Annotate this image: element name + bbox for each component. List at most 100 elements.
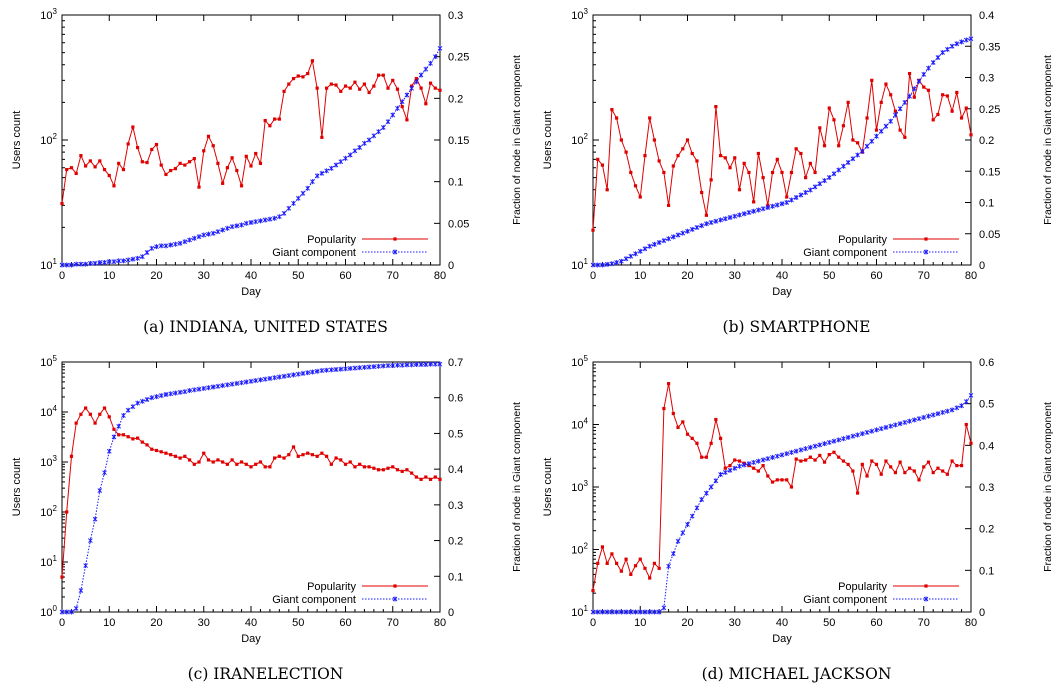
popularity-point [202,451,206,455]
giant-component-point [694,505,700,511]
popularity-point [780,170,784,175]
giant-component-point [921,414,927,420]
popularity-point [695,159,699,163]
y-tick-label: 103 [571,7,588,22]
popularity-point [419,477,423,481]
x-tick-label: 0 [590,270,596,282]
giant-component-point [310,369,315,375]
popularity-point [263,465,267,469]
giant-component-point [281,373,287,379]
giant-component-point [718,472,723,477]
popularity-point [320,135,324,139]
popularity-point [164,172,168,177]
popularity-point [84,406,88,410]
popularity-point [638,195,642,199]
giant-component-point [921,71,927,77]
popularity-point [112,184,116,188]
x-tick-label: 50 [292,270,304,282]
giant-component-point [614,260,619,265]
giant-component-point [963,399,969,405]
popularity-point [433,475,437,479]
popularity-point [959,116,964,120]
giant-component-point [97,260,103,265]
popularity-point [372,84,376,88]
popularity-point [405,468,409,472]
popularity-point [662,170,666,175]
popularity-point [714,105,718,109]
popularity-point [225,462,229,466]
popularity-point [704,455,708,459]
popularity-point [315,454,319,458]
x-tick-label: 80 [434,270,446,282]
popularity-point [225,166,229,170]
popularity-point [945,472,949,476]
y2-tick-label: 0.05 [448,218,469,230]
popularity-point [145,160,149,165]
popularity-point [60,201,64,206]
giant-component-point [628,609,634,615]
giant-component-point [831,438,837,444]
giant-component-point [647,243,653,249]
popularity-point [244,154,248,158]
popularity-point [197,460,201,464]
giant-component-point [140,398,145,404]
chart-caption: (b) SMARTPHONE [722,318,871,336]
giant-component-point [210,230,216,236]
giant-component-point [708,220,714,225]
giant-component-point [428,60,433,66]
chart-a: 0 10 20 30 40 50 60 70 80 101 102 103 0 0.05 0.1 0.15 0.… [11,7,523,298]
giant-component-point [850,156,856,162]
popularity-point [822,144,827,148]
popularity-point [596,561,600,565]
popularity-point [353,80,357,84]
y2-tick-label: 0 [448,260,454,272]
popularity-point [912,95,916,99]
giant-component-point [319,368,325,374]
popularity-point [381,73,385,77]
x-tick-label: 0 [59,617,65,629]
giant-component-point [347,365,353,371]
giant-component-point [727,215,733,220]
popularity-point [438,88,442,92]
popularity-point [610,552,614,556]
plot-frame [61,14,441,266]
popularity-point [140,160,144,164]
giant-component-point [409,362,414,368]
giant-component-point [685,228,690,234]
giant-component-point [907,93,912,99]
popularity-point [922,85,926,89]
giant-component-point [949,407,955,413]
popularity-point [136,436,140,440]
legend-label-giant-component: Giant component [272,594,356,606]
popularity-point [221,460,225,464]
x-tick-label: 0 [59,270,65,282]
giant-component-point [718,217,723,223]
giant-component-point [92,516,98,522]
giant-component-point [789,449,794,455]
popularity-point [964,106,968,110]
giant-component-point [357,365,362,371]
giant-component-point [73,261,79,267]
giant-component-point [362,364,367,370]
popularity-point [339,89,343,93]
popularity-point [813,458,817,462]
giant-component-point [125,257,131,263]
giant-component-point [300,190,306,196]
popularity-point [164,451,168,455]
popularity-point [756,151,760,156]
giant-component-point [808,444,813,450]
y-tick-label: 101 [40,257,57,272]
giant-component-point [661,238,667,244]
giant-component-point [281,210,287,216]
giant-component-point [111,259,117,265]
popularity-point [239,184,244,188]
popularity-point [718,436,723,440]
popularity-point [856,491,860,495]
y2-tick-label: 0 [979,260,985,272]
giant-component-point [779,452,785,458]
popularity-point [860,462,864,466]
popularity-point [690,436,694,440]
giant-component-point [262,376,268,382]
giant-component-point [154,394,159,400]
giant-component-point [97,488,103,494]
